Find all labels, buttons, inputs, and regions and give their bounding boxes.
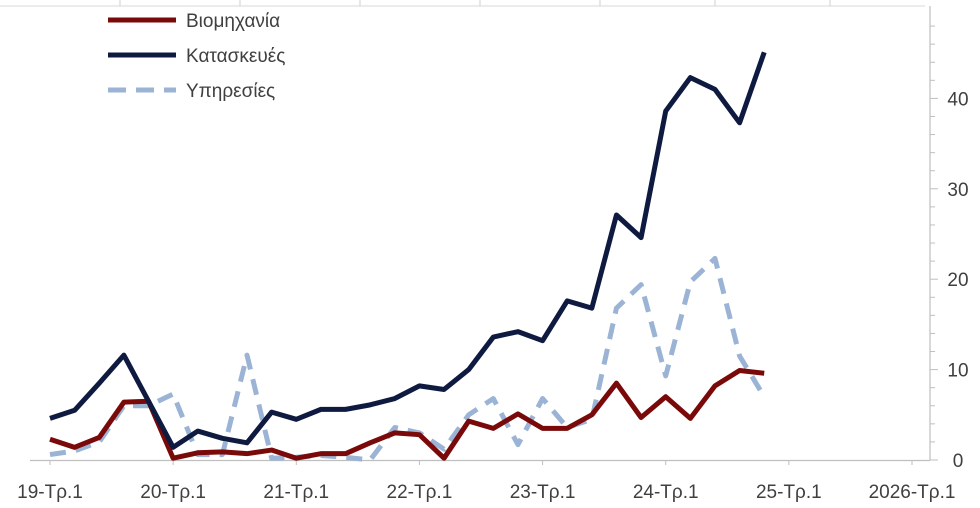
series-line-2: [49, 51, 767, 450]
top-gridline-ticks: [0, 0, 925, 7]
y-tick-label: 30: [947, 180, 968, 201]
x-tick-label: 22-Τρ.1: [387, 482, 453, 503]
legend-label: Κατασκευές: [186, 46, 285, 67]
series-line-1: [49, 368, 765, 461]
y-tick-label: 0: [953, 451, 964, 472]
series-lines: [49, 51, 767, 463]
legend: Βιομηχανία Κατασκευές Υπηρεσίες: [108, 11, 285, 102]
x-tick-label: 20-Τρ.1: [140, 482, 206, 503]
legend-label: Υπηρεσίες: [186, 81, 275, 102]
series-line-3: [49, 255, 767, 463]
y-tick-label: 40: [947, 89, 968, 110]
legend-label: Βιομηχανία: [186, 11, 280, 32]
y-tick-label: 20: [947, 270, 968, 291]
x-tick-label: 2026-Τρ.1: [869, 482, 956, 503]
x-tick-label: 21-Τρ.1: [263, 482, 329, 503]
y-tick-label: 10: [947, 361, 968, 382]
y-tick-labels: 0 10 20 30 40: [947, 89, 968, 472]
y-axis: [929, 6, 938, 461]
x-tick-label: 24-Τρ.1: [633, 482, 699, 503]
x-tick-label: 25-Τρ.1: [756, 482, 822, 503]
x-tick-labels: 19-Τρ.1 20-Τρ.1 21-Τρ.1 22-Τρ.1 23-Τρ.1 24-Τρ…: [17, 460, 955, 503]
x-tick-label: 23-Τρ.1: [510, 482, 576, 503]
x-tick-label: 19-Τρ.1: [17, 482, 83, 503]
